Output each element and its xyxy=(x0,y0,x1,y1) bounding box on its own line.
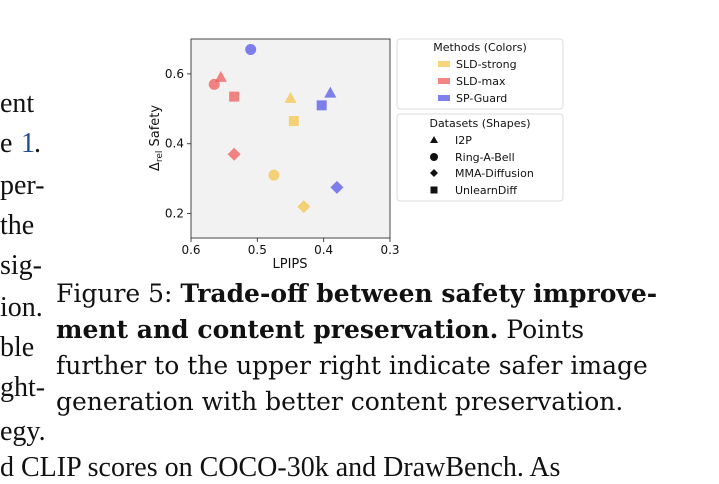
legend-swatch-sld-strong xyxy=(438,61,450,67)
body-text-bottom-line: d CLIP scores on COCO-30k and DrawBench.… xyxy=(0,452,561,483)
plot-area xyxy=(190,38,391,239)
legend-label-i2p: I2P xyxy=(455,134,472,147)
y-axis-label-main: Δ xyxy=(148,162,163,171)
text-fragment-period: . xyxy=(34,128,41,159)
legend-label-ring-a-bell: Ring-A-Bell xyxy=(455,151,515,164)
legend-label-mma-diffusion: MMA-Diffusion xyxy=(455,167,534,180)
y-tick-label: 0.6 xyxy=(165,67,184,81)
point-sld-strong-ring-a-bell xyxy=(268,169,280,181)
legend-datasets-title: Datasets (Shapes) xyxy=(429,117,530,130)
scatter-chart: 0.6 0.5 0.4 0.3 0.2 0.4 0.6 LPIPS Δrel Safety… xyxy=(148,38,564,272)
x-tick-label: 0.6 xyxy=(181,243,200,257)
y-axis-label-sub: rel xyxy=(155,151,165,163)
point-sld-max-i2p xyxy=(214,70,227,82)
point-sld-strong-mma-diffusion xyxy=(297,200,311,214)
legend-label-sp-guard: SP-Guard xyxy=(456,92,507,105)
x-tick-label: 0.3 xyxy=(380,243,399,257)
text-fragment-ent: ent xyxy=(0,88,35,119)
text-fragment-ght: ght- xyxy=(0,372,46,403)
legend-methods: Methods (Colors) SLD-strong SLD-max SP-G… xyxy=(396,38,564,110)
point-sp-guard-ring-a-bell xyxy=(245,43,257,55)
legend-swatch-sp-guard xyxy=(438,95,450,101)
text-fragment-sig: sig- xyxy=(0,250,42,281)
caption-body: Points further to the upper right indica… xyxy=(56,315,648,416)
point-sld-max-mma-diffusion xyxy=(227,147,241,161)
y-axis-label-rest: Safety xyxy=(148,105,163,151)
legend-label-sld-max: SLD-max xyxy=(456,75,506,88)
legend-diamond-marker xyxy=(430,169,438,177)
y-tick-label: 0.2 xyxy=(165,207,184,221)
text-fragment-e: e xyxy=(0,128,13,159)
y-tick-label: 0.4 xyxy=(165,137,184,151)
point-sld-max-unlearndiff xyxy=(229,91,240,102)
point-sld-strong-unlearndiff xyxy=(288,116,299,127)
text-fragment-ion: ion. xyxy=(0,292,43,323)
y-axis-label: Δrel Safety xyxy=(148,105,165,171)
text-fragment-ble: ble xyxy=(0,332,35,363)
point-sp-guard-unlearndiff xyxy=(316,100,327,111)
caption-bold-title: Trade-off between safety improve-ment an… xyxy=(56,279,658,344)
x-axis-label: LPIPS xyxy=(272,257,307,272)
text-fragment-per: per- xyxy=(0,170,45,201)
legend-triangle-marker xyxy=(430,136,438,143)
legend-label-unlearndiff: UnlearnDiff xyxy=(455,184,517,197)
text-fragment-the: the xyxy=(0,210,35,241)
caption-label: Figure 5: xyxy=(56,279,173,308)
legend-circle-marker xyxy=(430,153,438,161)
text-fragment-egy: egy. xyxy=(0,416,46,447)
point-sp-guard-mma-diffusion xyxy=(330,180,344,194)
figure-reference-link[interactable]: 1 xyxy=(21,128,35,159)
x-tick-label: 0.4 xyxy=(314,243,333,257)
legend-swatch-sld-max xyxy=(438,78,450,84)
legend-methods-title: Methods (Colors) xyxy=(433,41,527,54)
point-sp-guard-i2p xyxy=(324,86,337,98)
point-sld-strong-i2p xyxy=(284,91,297,103)
x-tick-label: 0.5 xyxy=(248,243,267,257)
figure-caption: Figure 5: Trade-off between safety impro… xyxy=(56,276,668,420)
legend-square-marker xyxy=(430,186,438,194)
legend-label-sld-strong: SLD-strong xyxy=(456,58,517,71)
legend-datasets: Datasets (Shapes) I2P Ring-A-Bell MMA-Di… xyxy=(396,113,564,202)
point-sld-max-ring-a-bell xyxy=(208,78,220,90)
